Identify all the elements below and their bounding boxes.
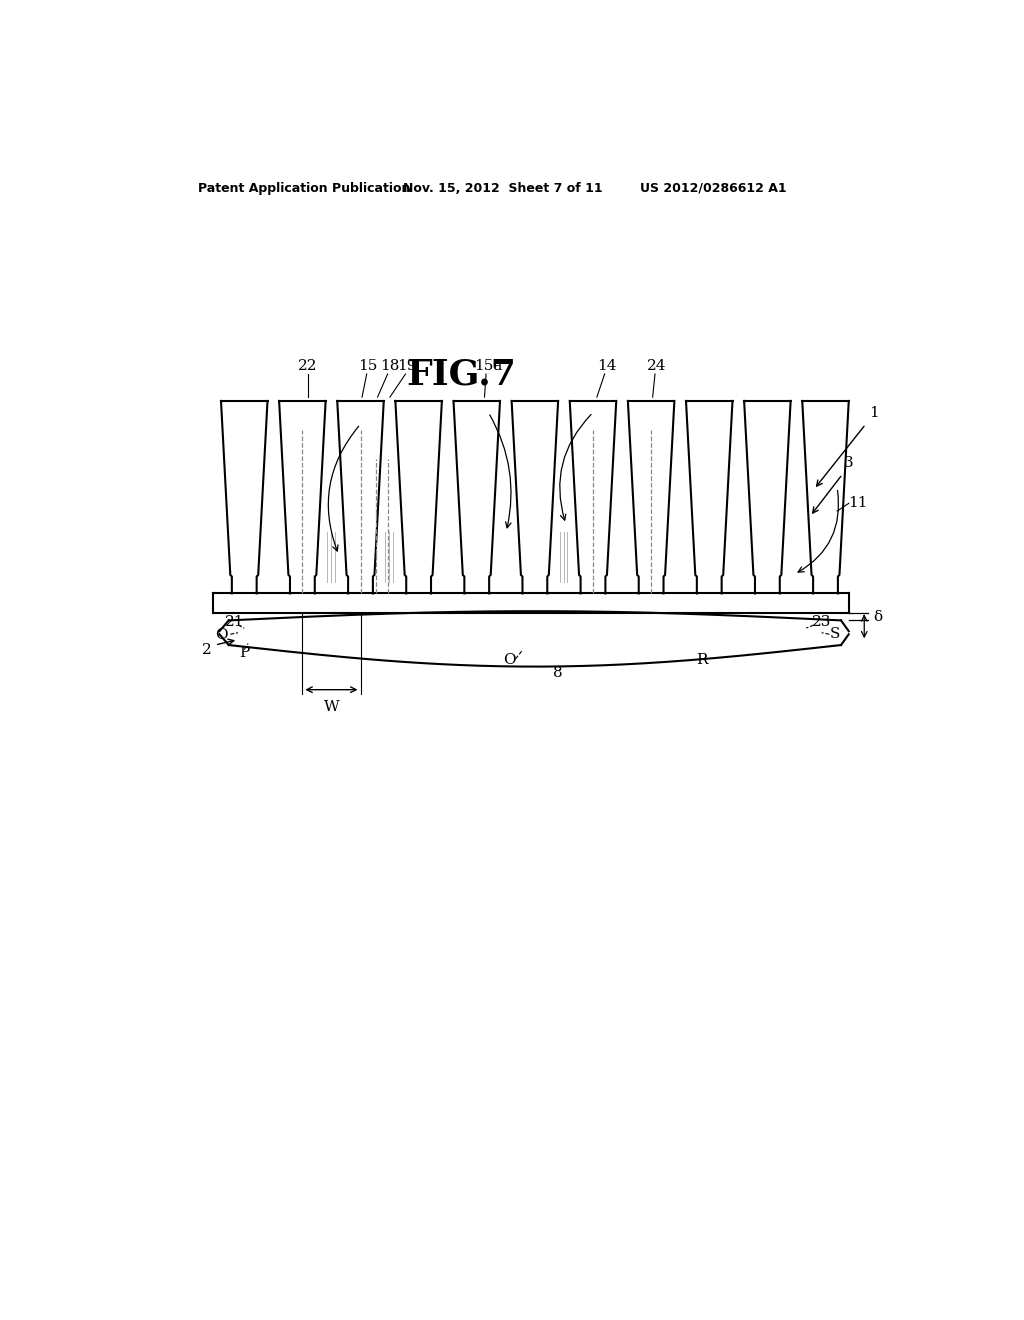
Text: R: R [695,653,708,668]
Text: 14: 14 [597,359,616,374]
Text: δ: δ [873,610,883,623]
Text: Patent Application Publication: Patent Application Publication [198,182,411,194]
Text: P: P [240,645,250,660]
Text: O: O [503,653,516,668]
Text: 23: 23 [812,615,831,628]
Text: 24: 24 [647,359,667,374]
Text: S: S [829,627,840,642]
Text: Nov. 15, 2012  Sheet 7 of 11: Nov. 15, 2012 Sheet 7 of 11 [403,182,603,194]
Text: US 2012/0286612 A1: US 2012/0286612 A1 [640,182,786,194]
Text: 18: 18 [380,359,399,374]
Text: 15: 15 [358,359,378,374]
Text: 22: 22 [298,359,317,374]
Text: 3: 3 [844,455,854,470]
Text: 19: 19 [397,359,417,374]
Text: W: W [324,700,339,714]
Text: 21: 21 [225,615,245,628]
Text: FIG.7: FIG.7 [407,356,516,391]
Text: 1: 1 [868,405,879,420]
Text: 15a: 15a [474,359,503,374]
Text: 2: 2 [202,643,212,656]
Text: 8: 8 [553,665,563,680]
Text: 11: 11 [848,496,867,511]
Text: Q: Q [215,627,227,642]
